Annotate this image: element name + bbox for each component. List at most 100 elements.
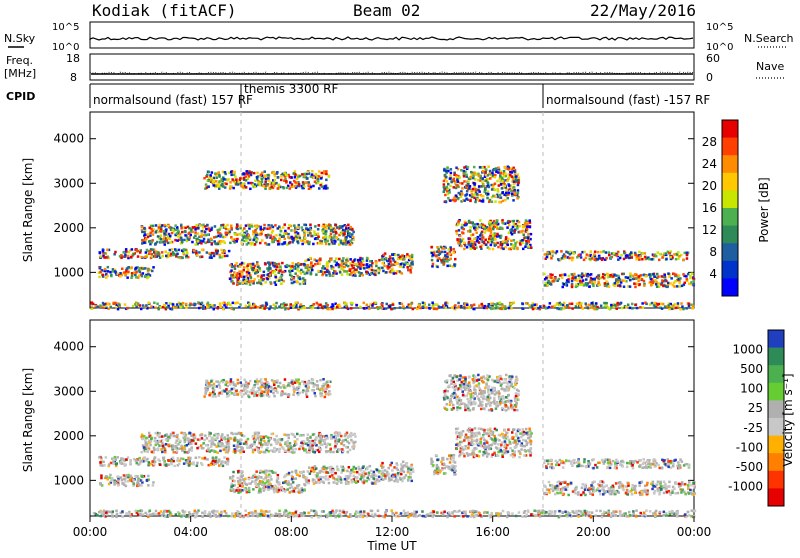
- data-cell: [172, 229, 175, 232]
- data-cell: [115, 463, 118, 466]
- data-cell: [205, 183, 208, 186]
- data-cell: [447, 183, 450, 186]
- data-cell: [288, 224, 291, 227]
- data-cell: [216, 252, 219, 255]
- data-cell: [344, 302, 347, 305]
- data-cell: [449, 177, 452, 180]
- data-cell: [126, 307, 129, 310]
- data-cell: [313, 231, 316, 234]
- data-cell: [485, 174, 488, 177]
- data-cell: [226, 255, 229, 258]
- data-cell: [514, 225, 517, 228]
- data-cell: [511, 247, 513, 250]
- data-cell: [362, 274, 365, 277]
- data-cell: [435, 308, 438, 311]
- data-cell: [527, 225, 530, 228]
- data-cell: [297, 265, 300, 268]
- data-cell: [138, 269, 141, 272]
- data-cell: [298, 475, 301, 478]
- y-tick-label: 1000: [53, 473, 84, 487]
- data-cell: [340, 240, 343, 243]
- data-cell: [491, 201, 494, 204]
- data-cell: [275, 489, 278, 492]
- beam-title: Beam 02: [353, 1, 420, 20]
- data-cell: [170, 241, 173, 244]
- data-cell: [96, 306, 99, 309]
- data-cell: [132, 479, 135, 482]
- data-cell: [116, 456, 119, 459]
- data-cell: [226, 458, 229, 461]
- data-cell: [467, 230, 470, 233]
- data-cell: [254, 229, 256, 232]
- data-cell: [461, 187, 464, 190]
- data-cell: [98, 276, 101, 279]
- data-cell: [581, 284, 584, 287]
- data-cell: [236, 233, 239, 236]
- data-cell: [147, 269, 150, 272]
- data-cell: [152, 225, 155, 228]
- data-cell: [487, 166, 490, 169]
- data-cell: [463, 175, 466, 178]
- data-cell: [151, 460, 154, 463]
- data-cell: [596, 308, 599, 311]
- data-cell: [257, 275, 260, 278]
- data-cell: [185, 255, 188, 258]
- data-cell: [375, 262, 378, 265]
- data-cell: [316, 302, 319, 305]
- data-cell: [635, 303, 638, 306]
- data-cell: [351, 233, 354, 236]
- data-cell: [270, 224, 273, 227]
- data-cell: [352, 231, 355, 234]
- data-cell: [422, 306, 425, 309]
- data-cell: [278, 489, 281, 492]
- data-cell: [296, 269, 299, 272]
- data-cell: [509, 174, 512, 177]
- data-cell: [562, 304, 565, 307]
- data-cell: [169, 249, 172, 252]
- data-cell: [526, 242, 529, 245]
- data-cell: [264, 281, 267, 284]
- data-cell: [257, 266, 260, 269]
- data-cell: [631, 307, 634, 310]
- data-cell: [344, 439, 347, 442]
- data-cell: [325, 173, 328, 176]
- data-cell: [215, 438, 218, 441]
- data-cell: [624, 280, 627, 283]
- data-cell: [290, 303, 293, 306]
- data-cell: [154, 461, 157, 464]
- data-cell: [349, 258, 352, 261]
- data-cell: [147, 276, 150, 279]
- data-cell: [152, 266, 155, 269]
- data-cell: [453, 186, 456, 189]
- data-cell: [144, 256, 147, 259]
- data-cell: [246, 265, 249, 268]
- data-cell: [236, 446, 239, 449]
- data-cell: [273, 185, 276, 188]
- data-cell: [149, 444, 152, 447]
- data-cell: [235, 489, 238, 492]
- data-cell: [293, 172, 296, 175]
- data-cell: [103, 256, 106, 259]
- data-cell: [176, 303, 179, 306]
- data-cell: [571, 259, 574, 262]
- data-cell: [358, 271, 361, 274]
- data-cell: [154, 437, 157, 440]
- data-cell: [510, 307, 513, 310]
- data-cell: [370, 273, 373, 276]
- data-cell: [686, 257, 689, 260]
- data-cell: [215, 433, 218, 436]
- data-cell: [653, 302, 656, 305]
- data-cell: [233, 480, 236, 483]
- data-cell: [588, 304, 591, 307]
- data-cell: [210, 445, 213, 448]
- data-cell: [181, 257, 184, 260]
- data-cell: [603, 302, 606, 305]
- data-cell: [332, 451, 335, 454]
- data-cell: [207, 180, 210, 183]
- data-cell: [506, 189, 509, 192]
- data-cell: [276, 448, 279, 451]
- data-cell: [290, 307, 293, 310]
- data-cell: [325, 467, 328, 470]
- data-cell: [176, 459, 179, 462]
- data-cell: [537, 307, 540, 310]
